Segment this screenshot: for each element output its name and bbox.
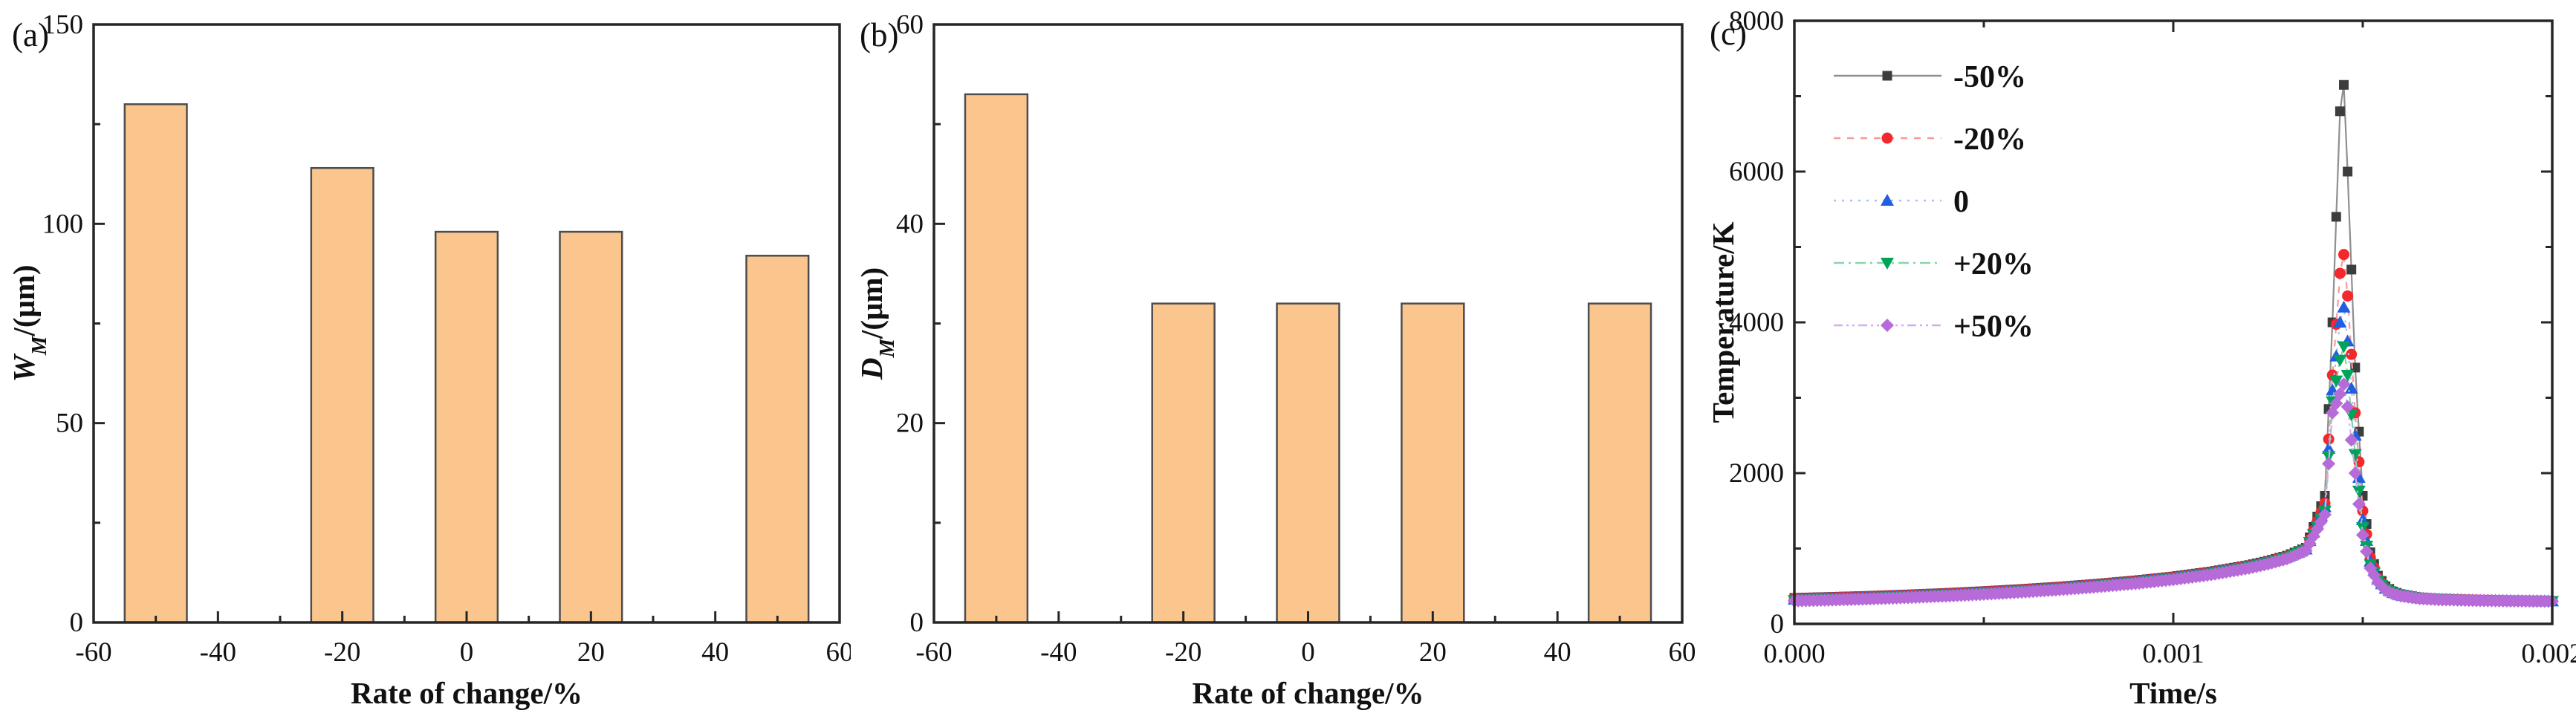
legend-marker	[1881, 258, 1894, 270]
series-+50%	[1788, 377, 2559, 608]
bar	[559, 230, 623, 624]
y-tick-label: 60	[896, 10, 924, 40]
panel-a-bar-chart: -60 -40 -20 0 20 40 60 0 50 100 150 Rate of change/…	[0, 0, 851, 716]
series--20%	[1788, 249, 2558, 607]
y-tick-label: 100	[42, 209, 84, 239]
axis-labels: 0.000 0.001 0.002 0 2000 4000 6000 8000 Time/s Te…	[1706, 6, 2576, 710]
x-tick-label: 20	[577, 637, 605, 668]
y-axis-title: Temperature/K	[1706, 221, 1740, 423]
legend-label: -20%	[1953, 123, 2026, 157]
x-tick-label: 0.002	[2521, 639, 2576, 669]
legend-item: +50%	[1834, 310, 2034, 344]
bar	[123, 103, 188, 624]
x-tick-label: 0	[1301, 637, 1315, 668]
y-axis-title: WM/(μm)	[7, 264, 51, 382]
bar	[1276, 302, 1340, 624]
panel-b-bar-chart: -60 -40 -20 0 20 40 60 0 20 40 60 Rate of change/% D…	[851, 0, 1704, 716]
plot-frame	[92, 23, 841, 624]
axis-labels: -60 -40 -20 0 20 40 60 0 50 100 150 Rate of change/…	[7, 10, 851, 710]
data-series	[1788, 79, 2559, 608]
y-tick-label: 0	[1771, 609, 1785, 639]
legend-label: +20%	[1953, 247, 2034, 281]
y-tick-label: 50	[56, 409, 83, 439]
x-tick-label: -20	[1165, 637, 1201, 668]
legend-item: -50%	[1834, 60, 2026, 94]
panel-letter: (a)	[12, 16, 49, 53]
y-tick-label: 6000	[1729, 157, 1784, 187]
x-tick-label: 0.001	[2142, 639, 2204, 669]
y-tick-label: 40	[896, 209, 924, 239]
series-+20%	[1788, 341, 2559, 608]
bar	[964, 93, 1029, 624]
y-tick-label: 0	[910, 608, 924, 638]
y-tick-label: 2000	[1729, 458, 1784, 489]
x-tick-label: 60	[826, 637, 851, 668]
legend-item: 0	[1834, 185, 1969, 219]
y-tick-label: 150	[42, 10, 84, 40]
legend-marker	[1881, 132, 1893, 144]
y-tick-label: 4000	[1729, 307, 1784, 338]
x-tick-label: 0	[460, 637, 474, 668]
x-tick-label: 60	[1669, 637, 1696, 668]
bar	[745, 255, 810, 624]
panel-letter: (b)	[860, 16, 898, 53]
x-tick-label: -60	[75, 637, 111, 668]
bar	[1151, 302, 1216, 624]
bar	[310, 166, 374, 624]
x-axis-title: Rate of change/%	[351, 676, 583, 710]
legend-marker	[1881, 194, 1894, 206]
legend-marker	[1881, 319, 1894, 332]
x-tick-label: -40	[200, 637, 236, 668]
legend-label: -50%	[1953, 60, 2026, 94]
y-axis-title: DM/(μm)	[854, 267, 899, 380]
y-tick-label: 8000	[1729, 6, 1784, 36]
legend-marker	[1882, 71, 1892, 81]
panel-letter: (c)	[1710, 15, 1747, 52]
axis-ticks	[1793, 19, 2554, 625]
bar	[434, 230, 499, 624]
legend-label: 0	[1953, 185, 1969, 219]
legend-item: +20%	[1834, 247, 2034, 281]
bars	[123, 103, 810, 624]
y-tick-label: 0	[70, 608, 84, 638]
x-tick-label: 20	[1419, 637, 1447, 668]
x-axis-title: Rate of change/%	[1192, 676, 1424, 710]
x-tick-label: -60	[915, 637, 952, 668]
legend-item: -20%	[1834, 123, 2026, 157]
series-0	[1788, 300, 2559, 607]
y-tick-label: 20	[896, 409, 924, 439]
axis-labels: -60 -40 -20 0 20 40 60 0 20 40 60 Rate of change/% D…	[854, 10, 1696, 710]
x-tick-label: -40	[1040, 637, 1077, 668]
legend: -50% -20% 0 +20% +50%	[1834, 60, 2034, 344]
plot-frame	[1793, 19, 2554, 625]
plot-frame	[932, 23, 1684, 624]
bars	[964, 93, 1652, 624]
x-tick-label: 40	[1544, 637, 1571, 668]
x-tick-label: -20	[324, 637, 360, 668]
x-tick-label: 40	[701, 637, 729, 668]
series--50%	[1789, 79, 2557, 606]
x-tick-label: 0.000	[1763, 639, 1825, 669]
bar	[1401, 302, 1465, 624]
panel-c-line-chart: 0.000 0.001 0.002 0 2000 4000 6000 8000 Time/s Te…	[1704, 0, 2576, 716]
x-axis-title: Time/s	[2129, 676, 2217, 710]
legend-label: +50%	[1953, 310, 2034, 344]
bar	[1587, 302, 1652, 624]
